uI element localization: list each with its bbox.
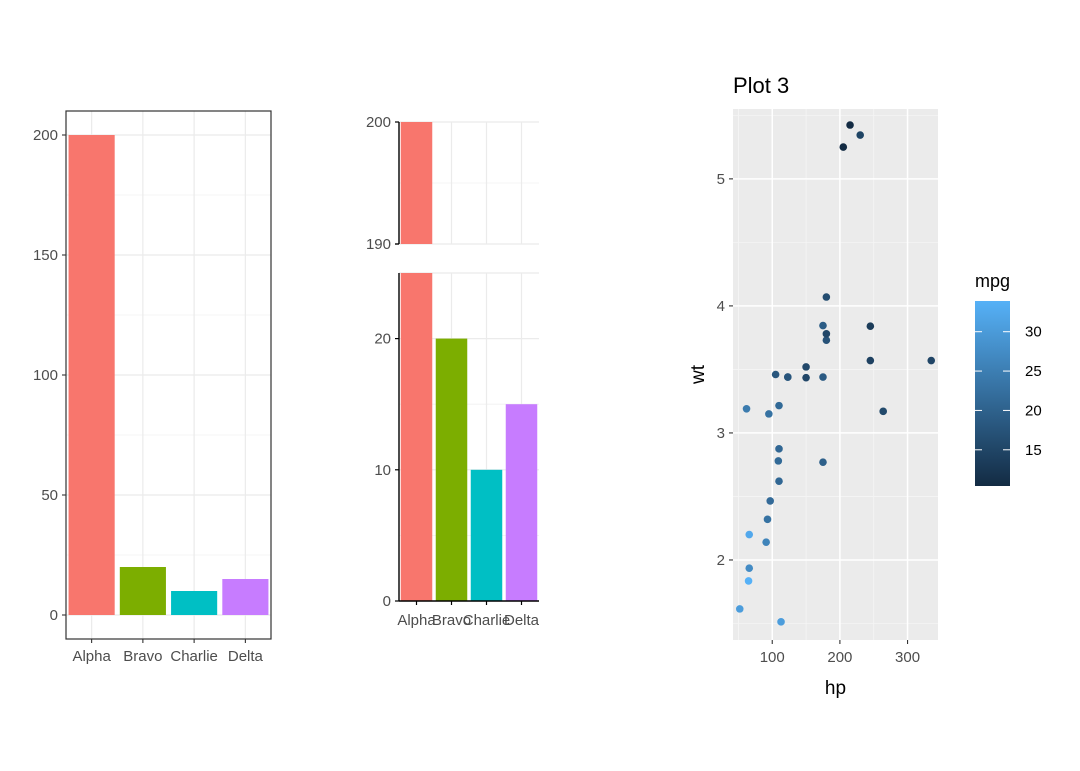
x-tick-label-100: 100 [760, 649, 785, 666]
legend-colorbar [975, 301, 1010, 486]
point-8 [765, 410, 773, 418]
bar-alpha-upper [400, 122, 433, 244]
bar-bravo [119, 567, 166, 615]
plot-3-title: Plot 3 [733, 73, 789, 98]
y-tick-label-50: 50 [41, 487, 58, 504]
point-2 [763, 515, 772, 524]
point-10 [784, 373, 792, 381]
y-tick-label-0: 0 [383, 593, 391, 610]
point-20 [766, 497, 775, 505]
plot-3: Plot 3 2 3 4 5 100 200 300 hp wt mpg 15 20 25 30 [688, 73, 1042, 699]
bar-charlie-lower [470, 469, 503, 601]
x-tick-label-200: 200 [827, 649, 852, 666]
y-tick-label-190: 190 [366, 236, 391, 253]
plot-1-y-axis: 0 50 100 150 200 [33, 127, 66, 624]
legend-title: mpg [975, 271, 1010, 291]
point-30 [927, 356, 936, 365]
point-21 [802, 363, 810, 371]
point-22 [802, 373, 810, 382]
point-15 [846, 121, 854, 129]
bar-alpha [68, 135, 115, 615]
x-tick-label-300: 300 [895, 649, 920, 666]
point-29 [819, 458, 827, 466]
point-16 [856, 131, 864, 139]
x-tick-label-charlie: Charlie [170, 648, 218, 665]
x-tick-label-delta: Delta [504, 612, 540, 629]
point-11 [822, 293, 831, 301]
y-tick-label-0: 0 [50, 607, 58, 624]
plot-3-y-axis-title: wt [688, 364, 709, 385]
point-6 [866, 356, 875, 365]
point-25 [745, 564, 754, 573]
point-3 [775, 401, 783, 410]
point-18 [735, 605, 744, 613]
point-1 [775, 445, 783, 453]
point-4 [819, 373, 827, 381]
legend-label-25: 25 [1025, 363, 1042, 380]
plot-1: 0 50 100 150 200 Alpha Bravo Charlie Delta [33, 110, 272, 665]
x-tick-label-alpha: Alpha [72, 648, 111, 665]
plot-3-y-axis: 2 3 4 5 [717, 171, 733, 569]
point-13 [822, 330, 831, 338]
plot-3-legend: mpg 15 20 25 30 [975, 271, 1042, 486]
point-12 [822, 336, 831, 345]
bar-bravo-lower [435, 338, 468, 601]
y-tick-label-200: 200 [33, 127, 58, 144]
point-23 [866, 322, 875, 331]
plot-1-bars [68, 135, 269, 615]
point-28 [879, 407, 887, 416]
legend-label-30: 30 [1025, 324, 1042, 341]
y-tick-label-200: 200 [366, 114, 391, 131]
y-tick-label-20: 20 [374, 331, 391, 348]
plot-3-x-axis-title: hp [825, 678, 846, 699]
plot-3-points [735, 121, 936, 626]
x-tick-label-delta: Delta [228, 648, 264, 665]
y-tick-label-3: 3 [717, 425, 725, 442]
point-17 [745, 530, 754, 539]
plot-2-upper-panel: 190 200 [366, 114, 539, 253]
plot-2-lower-panel: 0 10 20 [374, 272, 539, 610]
x-tick-label-charlie: Charlie [463, 612, 511, 629]
point-27 [777, 618, 785, 626]
plot-1-x-axis: Alpha Bravo Charlie Delta [72, 639, 264, 665]
x-tick-label-bravo: Bravo [123, 648, 162, 665]
point-14 [839, 143, 848, 151]
x-tick-label-alpha: Alpha [397, 612, 436, 629]
y-tick-label-4: 4 [717, 298, 725, 315]
point-31 [774, 457, 783, 465]
point-26 [762, 538, 770, 546]
legend-label-15: 15 [1025, 442, 1042, 459]
point-0 [775, 477, 783, 486]
bar-charlie [171, 591, 218, 615]
bar-delta-lower [505, 404, 538, 601]
bar-alpha-lower [400, 273, 433, 601]
point-19 [744, 577, 753, 585]
y-tick-label-10: 10 [374, 462, 391, 479]
legend-ticks: 15 20 25 30 [975, 324, 1042, 459]
legend-label-20: 20 [1025, 402, 1042, 419]
plot-3-gridlines [733, 109, 938, 640]
y-tick-label-100: 100 [33, 367, 58, 384]
point-5 [771, 370, 780, 379]
point-7 [742, 404, 751, 413]
y-tick-label-5: 5 [717, 171, 725, 188]
y-tick-label-2: 2 [717, 552, 725, 569]
plot-3-x-axis: 100 200 300 [760, 640, 920, 666]
point-24 [819, 321, 827, 330]
x-tick-label-bravo: Bravo [432, 612, 471, 629]
y-tick-label-150: 150 [33, 247, 58, 264]
bar-delta [222, 579, 269, 615]
plot-3-panel [733, 109, 938, 640]
